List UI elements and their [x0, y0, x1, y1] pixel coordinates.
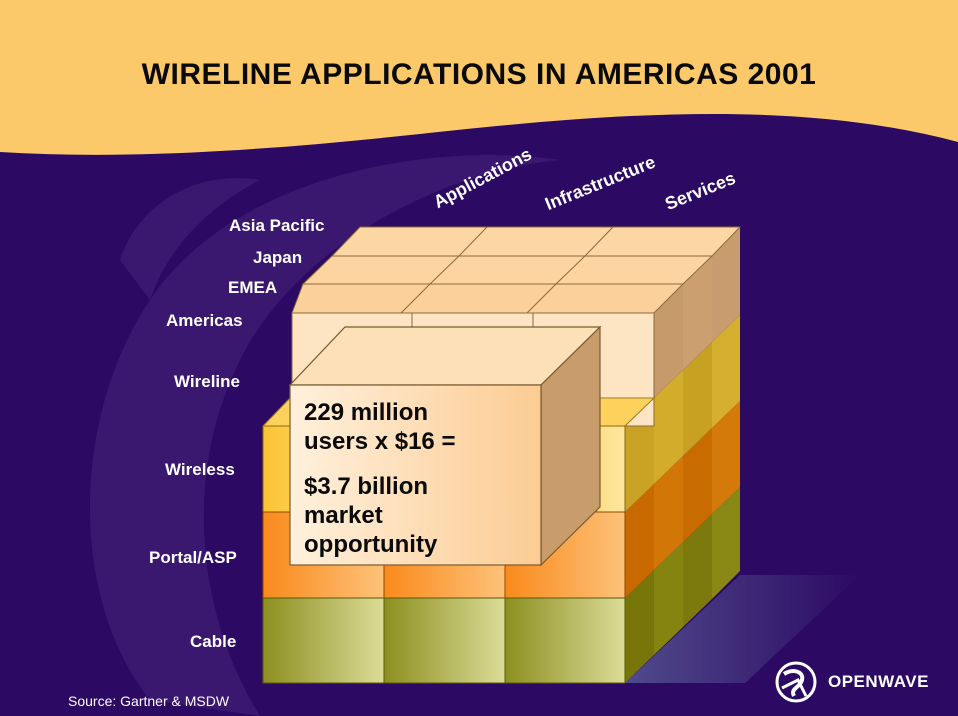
callout-cube: [288, 325, 602, 567]
region-label-americas: Americas: [166, 311, 243, 330]
callout-text: 229 million users x $16 = $3.7 billion m…: [304, 398, 534, 559]
floor-shadow: [625, 575, 860, 683]
callout-line-market: market: [304, 502, 383, 529]
layer-label-wireline: Wireline: [174, 372, 240, 391]
layer-label-cable: Cable: [190, 632, 237, 651]
region-label-japan: Japan: [253, 248, 303, 267]
header-band: [0, 0, 958, 155]
callout-line-total: $3.7 billion: [304, 473, 429, 500]
callout-line-opportunity: opportunity: [304, 531, 438, 558]
page-title: WIRELINE APPLICATIONS IN AMERICAS 2001: [141, 58, 817, 91]
brand-name: OPENWAVE: [828, 672, 929, 691]
openwave-logo-icon: [775, 661, 817, 703]
layer-label-portal-asp: Portal/ASP: [149, 548, 237, 567]
cable-layer: [262, 597, 626, 684]
callout-line-users: 229 million: [304, 399, 429, 426]
region-label-emea: EMEA: [228, 278, 278, 297]
layer-label-wireless: Wireless: [165, 460, 235, 479]
region-label-asia-pacific: Asia Pacific: [229, 216, 325, 235]
background-swirl: [90, 155, 560, 716]
callout-line-price: users x $16 =: [304, 428, 456, 455]
source-note: Source: Gartner & MSDW: [68, 693, 230, 709]
